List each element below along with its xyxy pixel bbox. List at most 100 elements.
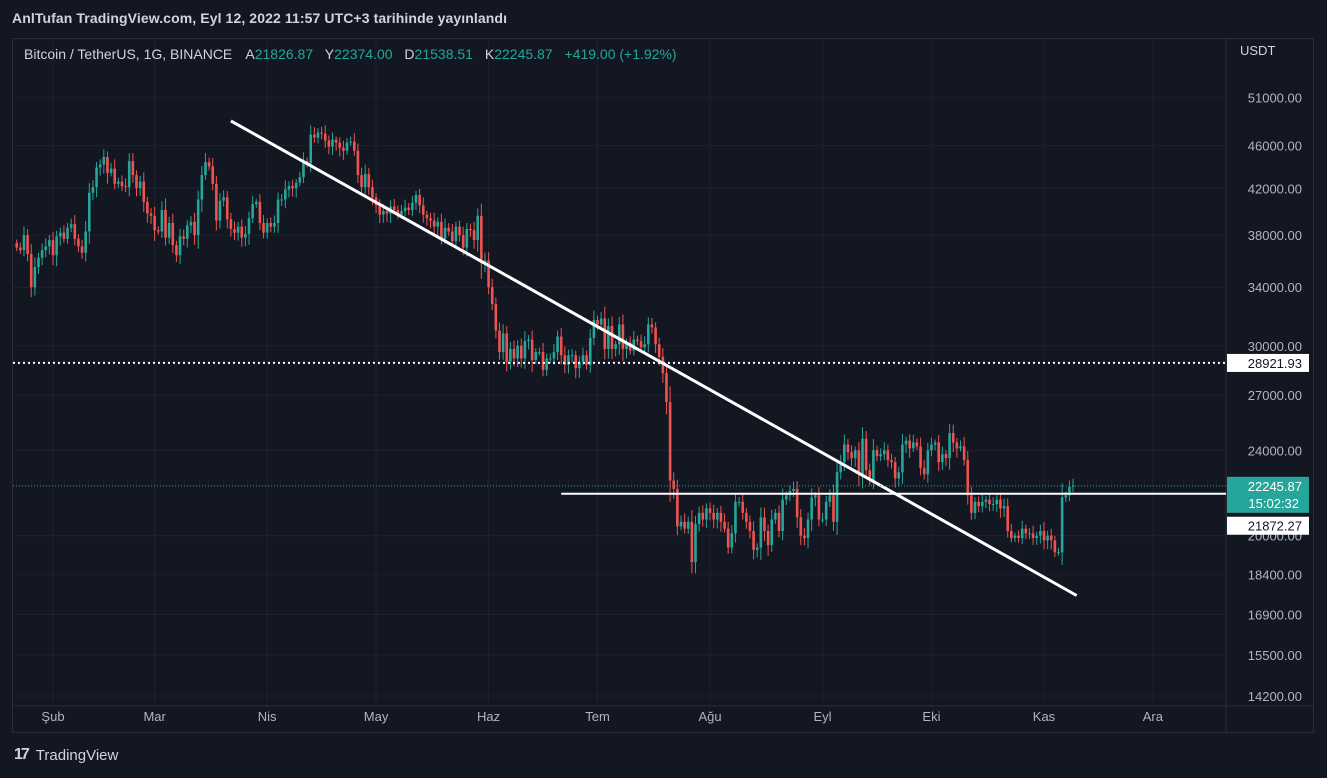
candle-body xyxy=(106,156,109,173)
y-tick-label: 16900.00 xyxy=(1248,607,1302,622)
y-tick-label: 51000.00 xyxy=(1248,90,1302,105)
candle-body xyxy=(407,207,411,210)
candle-body xyxy=(1039,530,1042,536)
candle-body xyxy=(610,325,614,349)
publication-header: AnlTufan TradingView.com, Eyl 12, 2022 1… xyxy=(0,0,1327,38)
candle-body xyxy=(15,242,18,248)
candle-body xyxy=(995,499,999,504)
candle-body xyxy=(977,501,980,507)
candle-body xyxy=(171,222,175,246)
tradingview-logo-icon: 17 xyxy=(14,746,30,763)
candle-body xyxy=(95,167,98,188)
candle-body xyxy=(127,161,131,188)
candle-body xyxy=(37,257,40,267)
candle-body xyxy=(356,150,360,176)
x-tick-label: Eki xyxy=(922,709,940,724)
candle-body xyxy=(737,501,741,503)
tradingview-brand[interactable]: 17 TradingView xyxy=(14,746,118,764)
candle-body xyxy=(592,319,596,339)
candle-body xyxy=(447,227,450,232)
candle-body xyxy=(403,207,407,212)
y-tick-label: 27000.00 xyxy=(1248,388,1302,403)
candle-body xyxy=(385,211,389,214)
symbol-name[interactable]: Bitcoin / TetherUS, 1G, BINANCE xyxy=(24,46,233,62)
candle-body xyxy=(919,446,922,469)
y-tick-label: 14200.00 xyxy=(1248,689,1302,704)
candle-body xyxy=(414,194,418,203)
candle-body xyxy=(1071,485,1075,487)
candle-body xyxy=(287,186,291,190)
candle-body xyxy=(22,235,26,251)
candle-body xyxy=(62,232,66,239)
candle-body xyxy=(480,215,483,264)
candle-body xyxy=(363,173,367,188)
candle-body xyxy=(120,181,124,187)
candle-body xyxy=(915,442,919,447)
x-tick-label: Mar xyxy=(143,709,166,724)
candle-body xyxy=(926,450,930,475)
countdown-text: 15:02:32 xyxy=(1248,496,1299,511)
candle-body xyxy=(864,438,868,471)
candle-body xyxy=(1035,535,1039,538)
candle-body xyxy=(182,236,185,239)
candle-body xyxy=(360,175,363,188)
chart-frame[interactable] xyxy=(12,38,1314,733)
candle-body xyxy=(745,512,748,522)
high-value: 22374.00 xyxy=(334,46,393,62)
price-label-text: 21872.27 xyxy=(1248,519,1302,534)
candle-body xyxy=(712,512,715,520)
change-value: +419.00 (+1.92%) xyxy=(564,46,677,62)
candle-body xyxy=(320,132,323,134)
candle-body xyxy=(850,452,853,459)
candle-body xyxy=(284,189,287,200)
price-label-text: 28921.93 xyxy=(1248,356,1302,371)
candle-body xyxy=(991,503,995,505)
candle-body xyxy=(247,218,251,234)
candle-body xyxy=(331,139,334,147)
candle-body xyxy=(832,495,835,522)
candle-body xyxy=(451,231,454,242)
candle-body xyxy=(66,227,69,239)
candle-body xyxy=(538,352,541,354)
candle-body xyxy=(559,336,563,356)
trendline xyxy=(230,119,1078,597)
candle-body xyxy=(269,222,273,227)
y-tick-label: 38000.00 xyxy=(1248,228,1302,243)
candle-body xyxy=(33,266,37,288)
candle-body xyxy=(436,221,440,227)
candle-body xyxy=(882,450,886,455)
candle-body xyxy=(458,226,461,236)
candle-body xyxy=(933,442,937,445)
candle-body xyxy=(694,524,697,563)
candle-body xyxy=(541,352,545,370)
candle-body xyxy=(146,201,149,214)
candle-body xyxy=(258,201,262,223)
candle-body xyxy=(490,287,494,305)
candle-body xyxy=(505,333,509,362)
candle-body xyxy=(999,499,1002,509)
candle-body xyxy=(904,440,908,445)
candle-body xyxy=(509,348,512,362)
candle-body xyxy=(1002,506,1006,509)
candle-body xyxy=(886,450,890,461)
x-tick-label: Ara xyxy=(1143,709,1164,724)
candle-body xyxy=(970,495,973,513)
candle-body xyxy=(679,521,683,527)
candle-body xyxy=(686,521,690,529)
candle-body xyxy=(817,495,821,520)
candle-body xyxy=(639,341,643,348)
candle-body xyxy=(527,339,530,342)
candle-body xyxy=(621,324,625,349)
candle-body xyxy=(421,205,425,215)
candle-body xyxy=(973,501,977,513)
candle-body xyxy=(984,499,988,502)
candle-body xyxy=(545,358,548,370)
candle-body xyxy=(893,462,897,479)
candle-body xyxy=(429,218,432,221)
candle-body xyxy=(371,187,374,198)
candle-body xyxy=(400,211,403,215)
candle-body xyxy=(1060,497,1064,553)
candle-body xyxy=(774,512,777,520)
candle-body xyxy=(334,139,338,143)
